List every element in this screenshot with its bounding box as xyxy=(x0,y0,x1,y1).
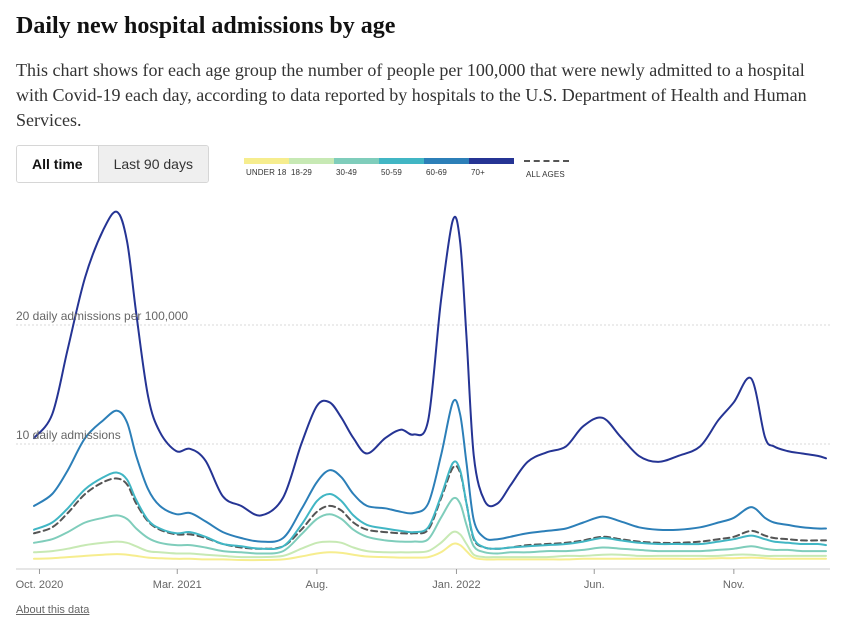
x-tick-label-3: Jan. 2022 xyxy=(432,579,480,591)
legend-swatch-60-69 xyxy=(424,158,469,164)
last-90-days-button[interactable]: Last 90 days xyxy=(97,146,208,182)
legend-label-all-ages: ALL AGES xyxy=(526,170,565,179)
legend-label-under-18: UNDER 18 xyxy=(246,168,287,177)
gridline-label-20: 20 daily admissions per 100,000 xyxy=(16,309,188,323)
x-tick-label-1: Mar. 2021 xyxy=(153,579,202,591)
x-tick-label-4: Jun. xyxy=(584,579,605,591)
series-line-under-18 xyxy=(33,542,827,562)
legend-label-30-49: 30-49 xyxy=(336,168,357,177)
gridline-label-10: 10 daily admissions xyxy=(16,428,121,442)
legend-label-50-59: 50-59 xyxy=(381,168,402,177)
page-title: Daily new hospital admissions by age xyxy=(16,13,396,39)
legend-item-60-69: 60-69 xyxy=(424,158,469,179)
series-line-50-59 xyxy=(33,460,827,550)
legend-swatch-all-ages xyxy=(524,160,569,162)
legend-item-30-49: 30-49 xyxy=(334,158,379,179)
series-line-30-49 xyxy=(33,496,827,555)
time-range-toggle: All time Last 90 days xyxy=(16,145,209,183)
series-line-60-69 xyxy=(33,398,827,543)
gridlines xyxy=(16,324,830,445)
legend-swatch-30-49 xyxy=(334,158,379,164)
legend-label-18-29: 18-29 xyxy=(291,168,312,177)
chart-legend: UNDER 18 18-29 30-49 50-59 60-69 70+ ALL… xyxy=(244,158,569,179)
legend-swatch-18-29 xyxy=(289,158,334,164)
legend-item-50-59: 50-59 xyxy=(379,158,424,179)
x-tick-label-5: Nov. xyxy=(723,579,745,591)
legend-item-18-29: 18-29 xyxy=(289,158,334,179)
x-axis: Oct. 2020 Mar. 2021 Aug. Jan. 2022 Jun. Nov. xyxy=(16,568,830,591)
legend-item-under-18: UNDER 18 xyxy=(244,158,289,179)
legend-item-all-ages: ALL AGES xyxy=(524,158,569,179)
legend-swatch-70-plus xyxy=(469,158,514,164)
legend-label-70-plus: 70+ xyxy=(471,168,485,177)
series-line-70-plus xyxy=(33,210,827,517)
legend-label-60-69: 60-69 xyxy=(426,168,447,177)
grid-labels: 10 daily admissions 20 daily admissions p… xyxy=(16,309,188,442)
series-lines xyxy=(33,210,827,562)
legend-swatch-50-59 xyxy=(379,158,424,164)
chart-description: This chart shows for each age group the … xyxy=(16,60,807,130)
about-this-data-link[interactable]: About this data xyxy=(16,604,90,616)
x-tick-label-2: Aug. xyxy=(306,579,329,591)
legend-item-70-plus: 70+ xyxy=(469,158,514,179)
all-time-button[interactable]: All time xyxy=(17,146,98,182)
legend-swatch-under-18 xyxy=(244,158,289,164)
series-line-18-29 xyxy=(33,530,827,559)
x-tick-label-0: Oct. 2020 xyxy=(16,579,64,591)
admissions-chart: 10 daily admissions 20 daily admissions p… xyxy=(16,210,830,591)
